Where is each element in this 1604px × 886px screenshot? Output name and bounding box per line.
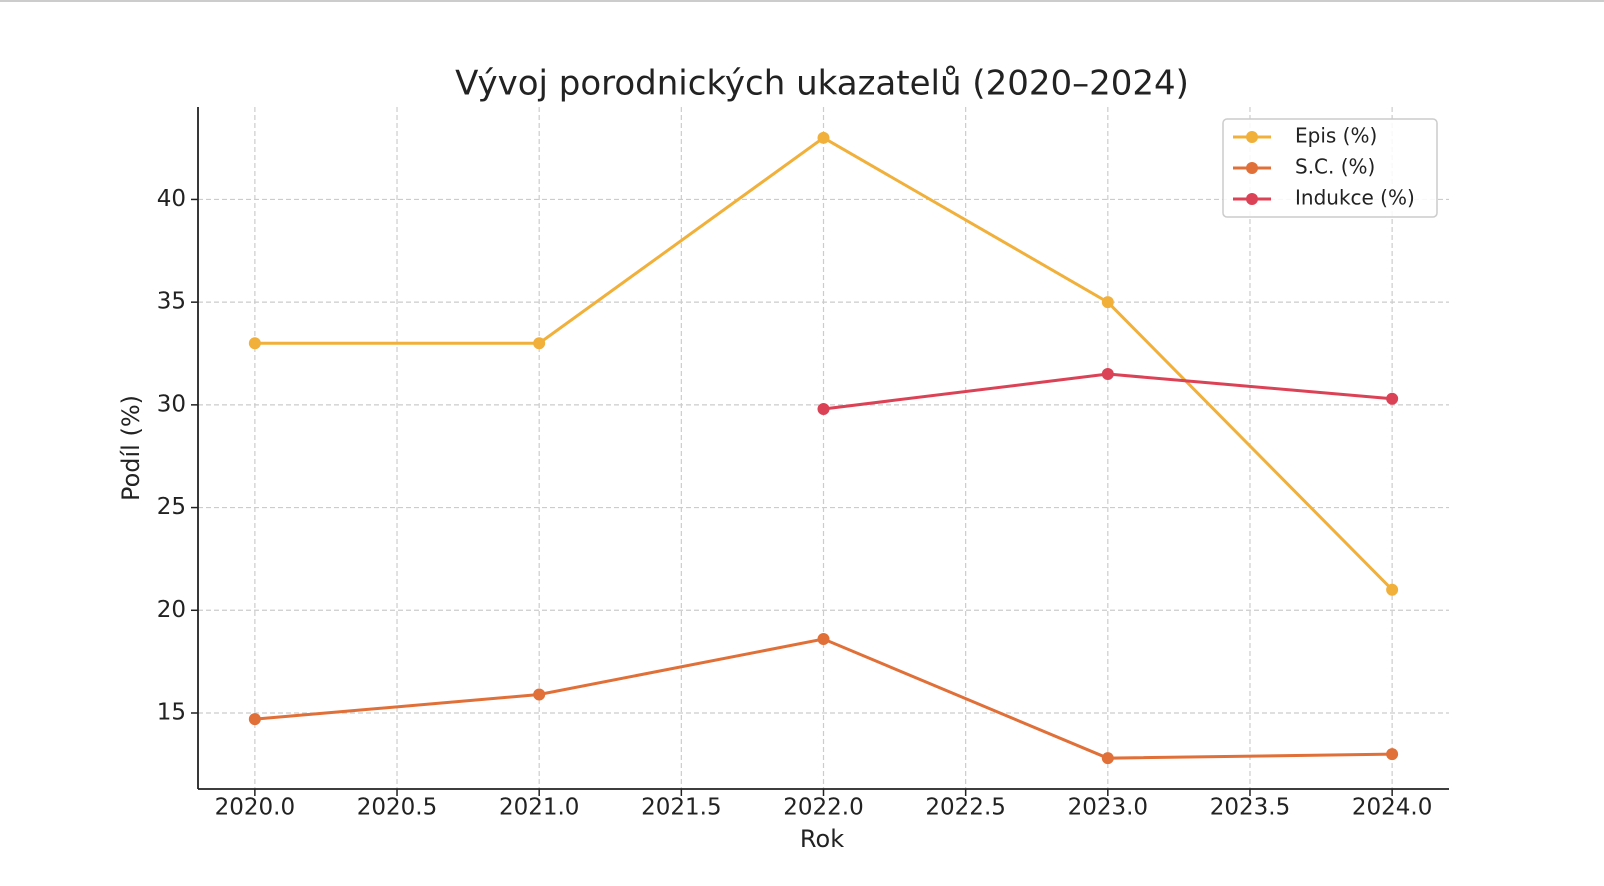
x-tick-label: 2024.0: [1352, 795, 1432, 821]
y-tick-label: 15: [157, 699, 186, 725]
y-axis-label: Podíl (%): [117, 395, 145, 501]
legend-marker: [1246, 131, 1258, 143]
point: [1101, 368, 1114, 381]
legend-marker: [1246, 162, 1258, 174]
x-tick-label: 2021.5: [641, 795, 721, 821]
legend-label: Indukce (%): [1295, 186, 1415, 210]
x-tick-label: 2023.5: [1210, 795, 1290, 821]
legend-marker: [1246, 193, 1258, 205]
x-tick-label: 2022.0: [783, 795, 863, 821]
point: [1101, 752, 1114, 765]
x-tick-label: 2020.0: [215, 795, 295, 821]
point: [1386, 583, 1399, 596]
point: [817, 131, 830, 144]
point: [817, 402, 830, 415]
legend-label: Epis (%): [1295, 124, 1377, 148]
y-tick-label: 40: [157, 186, 186, 212]
chart-title: Vývoj porodnických ukazatelů (2020–2024): [455, 64, 1189, 104]
y-tick-label: 20: [157, 597, 186, 623]
y-tick-label: 25: [157, 494, 186, 520]
point: [1386, 392, 1399, 405]
y-tick-label: 30: [157, 391, 186, 417]
point: [1386, 748, 1399, 761]
x-tick-label: 2021.0: [499, 795, 579, 821]
x-axis-label: Rok: [800, 825, 844, 853]
point: [817, 633, 830, 646]
point: [533, 337, 546, 350]
x-tick-label: 2022.5: [925, 795, 1005, 821]
x-tick-label: 2020.5: [357, 795, 437, 821]
point: [533, 688, 546, 701]
legend-box: [1222, 118, 1438, 218]
legend-label: S.C. (%): [1295, 155, 1375, 179]
point: [1101, 296, 1114, 309]
x-tick-label: 2023.0: [1068, 795, 1148, 821]
point: [248, 713, 261, 726]
y-tick-label: 35: [157, 289, 186, 315]
point: [248, 337, 261, 350]
